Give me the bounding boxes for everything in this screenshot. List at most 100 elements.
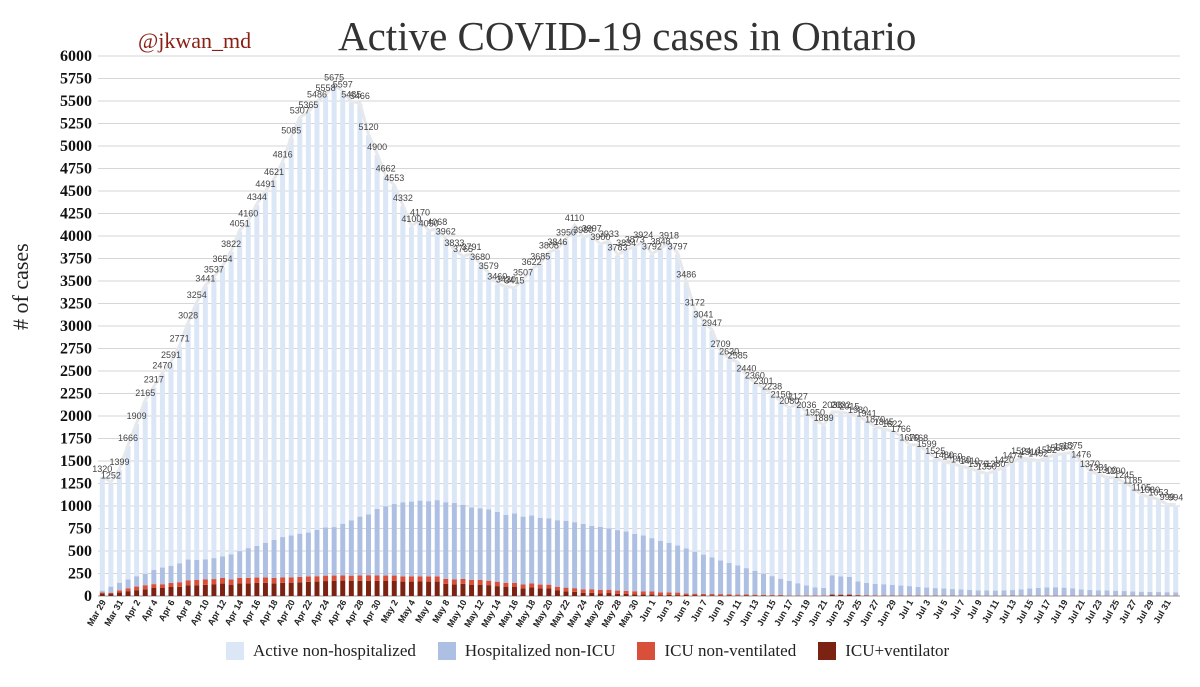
bar-segment <box>443 578 449 584</box>
bar-segment <box>580 523 586 590</box>
bar-segment <box>159 584 165 588</box>
bar-segment <box>151 584 157 588</box>
total-label: 5466 <box>350 91 370 101</box>
total-label: 4553 <box>384 173 404 183</box>
bar-segment <box>383 506 389 576</box>
total-label: 3783 <box>608 243 628 253</box>
bar-segment <box>546 253 552 519</box>
bar-segment <box>194 579 200 586</box>
total-label: 2585 <box>728 350 748 360</box>
y-tick-label: 2750 <box>60 341 92 358</box>
total-label: 3041 <box>693 309 713 319</box>
bar-segment <box>237 551 243 578</box>
bar-segment <box>451 503 457 580</box>
y-tick-label: 1750 <box>60 431 92 448</box>
bar-segment <box>331 575 337 581</box>
x-tick-label: Jul 1 <box>896 598 915 621</box>
bar-segment <box>675 254 681 546</box>
bar-segment <box>1087 589 1093 596</box>
bar-segment <box>932 458 938 589</box>
bar-segment <box>228 554 234 580</box>
bar-segment <box>675 545 681 593</box>
bar-segment <box>632 533 638 592</box>
total-label: 1331 <box>1088 462 1108 472</box>
total-label: 3791 <box>462 242 482 252</box>
bar-segment <box>434 229 440 501</box>
y-tick-label: 2000 <box>60 408 92 425</box>
y-tick-label: 2500 <box>60 363 92 380</box>
total-label: 3441 <box>195 273 215 283</box>
bar-segment <box>572 588 578 592</box>
bar-segment <box>99 477 105 591</box>
bar-segment <box>606 528 612 590</box>
total-label: 3654 <box>213 254 233 264</box>
total-label: 1599 <box>917 439 937 449</box>
bar-segment <box>357 104 363 517</box>
bar-segment <box>864 582 870 596</box>
bar-segment <box>623 531 629 591</box>
bar-segment <box>1078 462 1084 590</box>
total-label: 4051 <box>230 218 250 228</box>
bar-segment <box>554 249 560 521</box>
total-label: 3797 <box>668 241 688 251</box>
bar-segment <box>340 523 346 576</box>
total-label: 2015 <box>839 402 859 412</box>
bar-segment <box>1121 591 1127 596</box>
total-label: 4068 <box>427 217 447 227</box>
total-label: 3846 <box>547 237 567 247</box>
bar-segment <box>580 592 586 596</box>
bar-segment <box>572 522 578 589</box>
bar-segment <box>795 583 801 596</box>
bar-segment <box>967 589 973 596</box>
bar-segment <box>116 590 122 593</box>
bar-segment <box>486 585 492 596</box>
bar-segment <box>159 373 165 568</box>
bar-segment <box>434 576 440 582</box>
bar-segment <box>99 590 105 593</box>
bar-segment <box>718 560 724 595</box>
bar-segment <box>1044 587 1050 596</box>
bar-segment <box>400 502 406 577</box>
total-label: 1350 <box>977 462 997 472</box>
bar-segment <box>1164 592 1170 596</box>
author-handle: @jkwan_md <box>138 28 252 53</box>
bar-segment <box>761 573 767 595</box>
bar-segment <box>907 445 912 587</box>
total-label: 3997 <box>582 223 602 233</box>
bar-segment <box>580 589 586 593</box>
total-label: 2360 <box>745 371 765 381</box>
bar-segment <box>1095 590 1101 596</box>
bar-segment <box>202 584 208 596</box>
bar-segment <box>563 591 569 596</box>
total-label: 3430 <box>496 274 516 284</box>
total-label: 4900 <box>367 142 387 152</box>
bar-segment <box>185 323 191 560</box>
y-tick-label: 4750 <box>60 161 92 178</box>
bar-segment <box>1052 587 1058 596</box>
bar-segment <box>683 282 689 549</box>
bar-segment <box>408 501 414 577</box>
bar-segment <box>1035 587 1041 596</box>
bar-segment <box>1018 458 1024 590</box>
bar-segment <box>1147 497 1153 592</box>
bar-segment <box>838 576 844 595</box>
bar-segment <box>168 565 174 583</box>
bar-segment <box>177 586 183 596</box>
total-label: 1053 <box>1149 487 1169 497</box>
total-label: 5485 <box>341 89 361 99</box>
bar-segment <box>374 580 380 596</box>
bar-segment <box>529 587 535 596</box>
bar-segment <box>434 500 440 577</box>
total-label: 1460 <box>942 452 962 462</box>
bar-segment <box>237 231 243 552</box>
total-label: 1480 <box>934 450 954 460</box>
bar-segment <box>503 582 509 587</box>
bar-segment <box>546 518 552 585</box>
total-label: 3950 <box>556 228 576 238</box>
bar-segment <box>675 592 681 596</box>
bar-segment <box>185 585 191 596</box>
total-label: 1950 <box>805 408 825 418</box>
bar-segment <box>151 587 157 596</box>
bar-segment <box>786 408 792 581</box>
bar-segment <box>271 577 277 584</box>
